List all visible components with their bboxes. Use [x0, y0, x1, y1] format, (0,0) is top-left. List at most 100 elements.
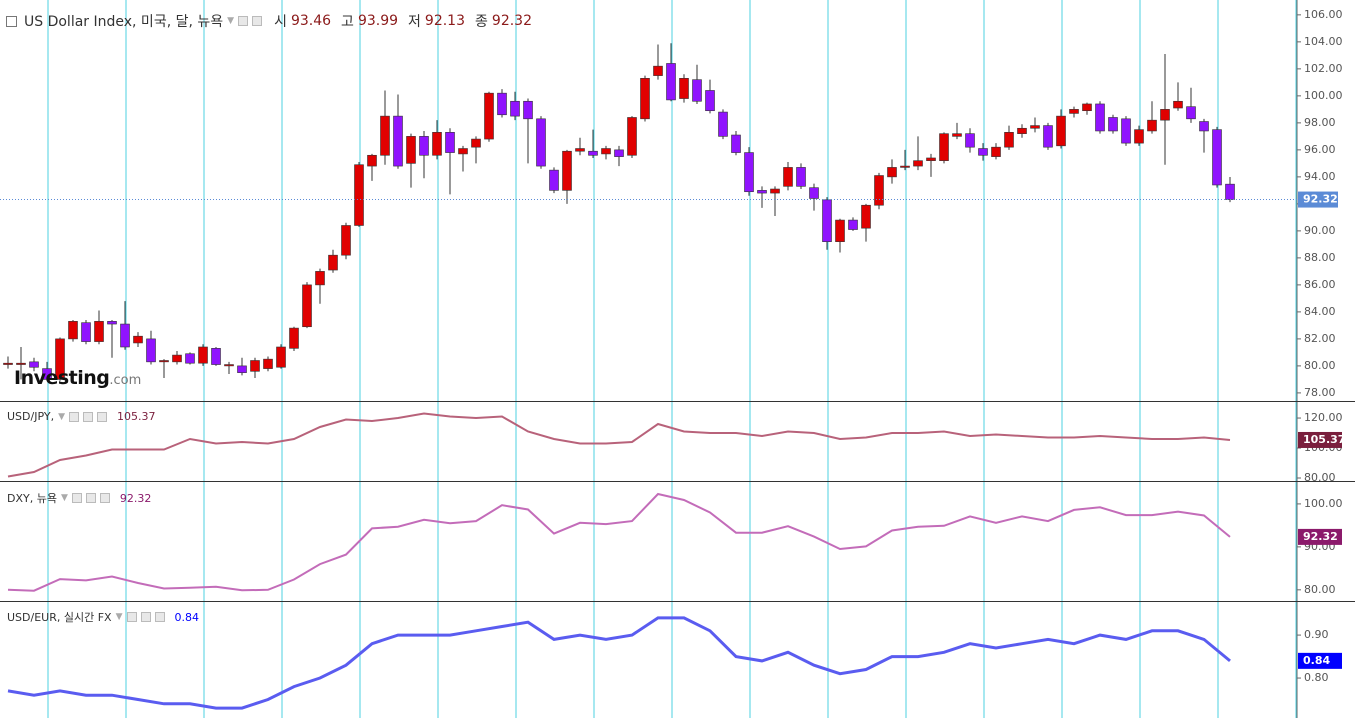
candle-body [1134, 129, 1144, 144]
candle-body [1225, 183, 1235, 200]
candle-body [1030, 125, 1040, 129]
last-value-label: 0.84 [1303, 654, 1330, 667]
candle-body [1121, 118, 1131, 144]
candle-body [107, 321, 117, 325]
menu-caret[interactable]: ▼ [115, 612, 123, 622]
settings-icon[interactable] [82, 411, 93, 422]
y-tick-label: 96.00 [1304, 143, 1336, 156]
last-price-badge [1298, 191, 1338, 208]
candle-body [198, 346, 208, 364]
y-tick-label: 100.00 [1304, 89, 1343, 102]
y-tick-label: 86.00 [1304, 278, 1336, 291]
candle-body [549, 169, 559, 191]
candle-body [185, 353, 195, 364]
panel-value: 92.32 [119, 491, 152, 505]
settings-icon[interactable] [126, 612, 137, 622]
ohlc-label: 종 [475, 14, 488, 30]
candle-body [328, 254, 338, 271]
watermark: Investing .com [14, 367, 141, 389]
candle-body [3, 362, 13, 365]
candle-body [1186, 106, 1196, 120]
settings-icon[interactable] [238, 16, 249, 26]
close-icon[interactable] [96, 411, 107, 422]
candle-body [419, 136, 429, 156]
y-tick-label: 94.00 [1304, 170, 1336, 183]
candle-body [1043, 125, 1053, 148]
candle-body [783, 167, 793, 187]
candle-body [172, 354, 182, 363]
panel-value: 0.84 [174, 610, 200, 624]
candle-body [874, 175, 884, 206]
settings-icon[interactable] [71, 493, 82, 503]
candle-body [146, 338, 156, 363]
y-tick-label: 120.00 [1304, 411, 1343, 424]
panel-title: USD/JPY, [7, 410, 55, 423]
candle-body [913, 160, 923, 167]
collapse-icon[interactable] [6, 15, 17, 27]
menu-caret[interactable]: ▼ [227, 16, 235, 26]
candle-body [757, 190, 767, 194]
candle-body [16, 362, 26, 365]
y-tick-label: 80.00 [1304, 359, 1336, 372]
candle-body [536, 118, 546, 167]
candle-body [81, 322, 91, 342]
candle-body [224, 364, 234, 367]
candle-body [1004, 132, 1014, 148]
close-icon[interactable] [99, 493, 110, 503]
candle-body [497, 92, 507, 116]
candle-body [575, 148, 585, 152]
close-icon[interactable] [154, 612, 165, 622]
main-legend: US Dollar Index, 미국, 달, 뉴욕 ▼ 시 93.46 고 93.… [6, 11, 532, 31]
y-tick-label: 84.00 [1304, 305, 1336, 318]
candle-body [458, 148, 468, 155]
y-tick-label: 0.90 [1304, 628, 1329, 641]
panel-value: 105.37 [116, 410, 156, 423]
menu-caret[interactable]: ▼ [60, 493, 68, 503]
settings-icon[interactable] [68, 411, 79, 422]
candle-body [211, 348, 221, 365]
panel-title: USD/EUR, 실시간 FX [7, 611, 112, 624]
candle-body [380, 115, 390, 156]
candle-body [705, 90, 715, 112]
settings-icon[interactable] [85, 493, 96, 503]
last-value-label: 92.32 [1303, 530, 1338, 543]
candle-body [367, 154, 377, 167]
y-tick-label: 80.00 [1304, 471, 1336, 484]
candle-body [432, 132, 442, 156]
y-tick-label: 82.00 [1304, 332, 1336, 345]
last-value-badge [1298, 431, 1342, 448]
ohlc-value: 92.13 [424, 13, 466, 29]
y-tick-label: 102.00 [1304, 62, 1343, 75]
ohlc-value: 92.32 [491, 13, 532, 29]
candle-body [939, 133, 949, 161]
ohlc-label: 저 [408, 14, 421, 30]
candle-body [744, 152, 754, 193]
candle-body [1160, 109, 1170, 121]
candle-body [484, 92, 494, 140]
y-tick-label: 0.80 [1304, 671, 1329, 684]
panel-legend: USD/EUR, 실시간 FX ▼ 0.84 [7, 609, 199, 625]
candle-body [445, 132, 455, 153]
y-tick-label: 78.00 [1304, 386, 1336, 399]
candle-body [809, 187, 819, 199]
candle-body [1173, 100, 1183, 109]
candle-body [523, 100, 533, 120]
candle-body [653, 65, 663, 76]
candle-body [679, 78, 689, 99]
candle-body [510, 100, 520, 117]
candle-body [848, 219, 858, 230]
settings-icon[interactable] [252, 16, 263, 26]
ohlc-label: 고 [341, 14, 354, 30]
candle-body [614, 149, 624, 157]
menu-caret[interactable]: ▼ [58, 411, 65, 422]
candle-body [796, 167, 806, 187]
candle-body [1017, 127, 1027, 134]
chart-title: US Dollar Index, 미국, 달, 뉴욕 [24, 14, 224, 30]
candle-body [952, 133, 962, 137]
settings-icon[interactable] [140, 612, 151, 622]
candle-body [965, 133, 975, 148]
candle-body [666, 63, 676, 101]
candle-body [406, 136, 416, 164]
candle-body [588, 150, 598, 156]
